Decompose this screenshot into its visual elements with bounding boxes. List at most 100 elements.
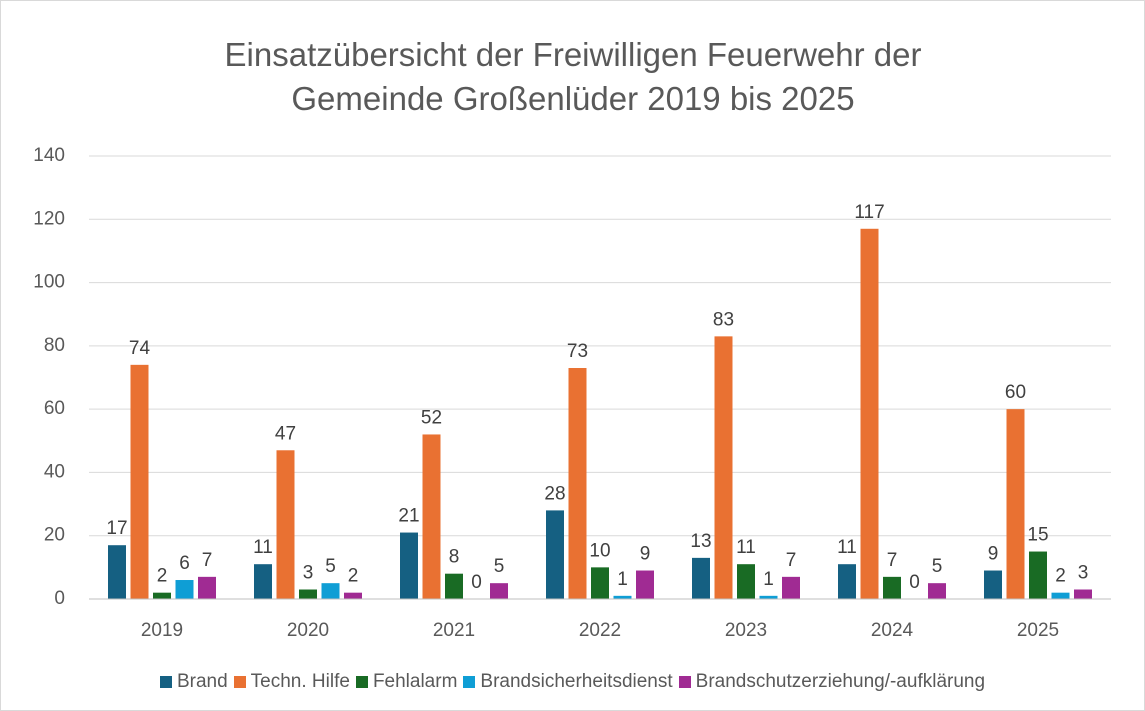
y-tick-label: 40 — [44, 461, 65, 482]
data-label: 47 — [275, 423, 296, 444]
y-tick-label: 0 — [54, 588, 65, 609]
data-label: 13 — [690, 531, 711, 552]
bar — [984, 570, 1002, 599]
legend-label: Fehlalarm — [372, 671, 458, 692]
bar — [276, 450, 295, 599]
legend-label: Brandsicherheitsdienst — [480, 671, 673, 692]
legend-label: Techn. Hilfe — [250, 671, 350, 692]
data-label: 9 — [988, 544, 999, 565]
x-tick-label: 2024 — [871, 620, 914, 641]
data-label: 74 — [129, 338, 151, 359]
bar — [838, 564, 856, 599]
data-label: 1 — [763, 569, 774, 590]
data-label: 2 — [348, 566, 359, 587]
bar — [692, 557, 710, 599]
data-label: 17 — [106, 518, 127, 539]
bar — [130, 364, 149, 599]
bar — [254, 564, 272, 599]
y-tick-label: 80 — [44, 335, 65, 356]
legend-swatch — [355, 676, 368, 688]
legend-swatch — [678, 676, 691, 688]
data-label: 60 — [1005, 382, 1026, 403]
bar — [175, 580, 194, 599]
legend-swatch — [159, 676, 172, 688]
bar — [490, 583, 508, 599]
data-label: 11 — [253, 537, 273, 558]
bar — [153, 592, 171, 599]
bar — [714, 336, 733, 599]
data-label: 73 — [567, 341, 588, 362]
data-label: 7 — [786, 550, 797, 571]
bar — [928, 583, 946, 599]
bar — [108, 545, 126, 599]
legend: Brand Techn. Hilfe Fehlalarm Brandsicherhei… — [1, 671, 1144, 693]
y-tick-label: 100 — [33, 272, 65, 293]
bar — [546, 510, 564, 599]
legend-item: Techn. Hilfe — [233, 671, 350, 693]
data-label: 5 — [932, 556, 943, 577]
bar — [321, 583, 340, 599]
data-label: 9 — [640, 544, 651, 565]
legend-swatch — [233, 676, 246, 688]
bar — [299, 589, 317, 599]
bar — [400, 532, 418, 599]
x-tick-label: 2021 — [433, 620, 475, 641]
bar — [344, 592, 362, 599]
bar — [883, 576, 901, 599]
bar — [1029, 551, 1047, 599]
legend-item: Brandsicherheitsdienst — [463, 671, 673, 693]
data-label: 8 — [449, 547, 460, 568]
x-tick-label: 2022 — [579, 620, 621, 641]
bar — [613, 595, 632, 599]
data-label: 11 — [736, 537, 756, 558]
data-label: 2 — [157, 566, 168, 587]
legend-item: Fehlalarm — [355, 671, 458, 693]
bar — [636, 570, 654, 599]
y-tick-label: 20 — [44, 525, 65, 546]
data-label: 2 — [1055, 566, 1066, 587]
x-tick-label: 2020 — [287, 620, 329, 641]
legend-item: Brand — [159, 671, 228, 693]
data-label: 83 — [713, 309, 734, 330]
bar — [445, 573, 463, 599]
x-tick-label: 2025 — [1017, 620, 1059, 641]
bar — [759, 595, 778, 599]
data-label: 0 — [471, 572, 482, 593]
data-label: 28 — [544, 483, 565, 504]
bar — [860, 228, 879, 599]
legend-label: Brand — [176, 671, 228, 692]
bar — [1006, 409, 1025, 599]
data-label: 117 — [854, 202, 884, 223]
data-label: 52 — [421, 407, 442, 428]
data-label: 15 — [1027, 525, 1048, 546]
bar — [568, 368, 587, 599]
data-label: 6 — [179, 553, 190, 574]
bar — [422, 434, 441, 599]
bar — [198, 576, 216, 599]
legend-swatch — [463, 676, 476, 688]
data-label: 3 — [1078, 563, 1089, 584]
y-tick-label: 140 — [33, 145, 65, 166]
data-label: 1 — [617, 569, 628, 590]
bar — [1051, 592, 1070, 599]
legend-label: Brandschutzerziehung/-aufklärung — [695, 671, 986, 692]
data-label: 11 — [837, 537, 857, 558]
bar — [1074, 589, 1092, 599]
data-label: 7 — [202, 550, 213, 571]
data-label: 5 — [494, 556, 505, 577]
bar — [591, 567, 609, 599]
x-tick-label: 2019 — [141, 620, 183, 641]
data-label: 21 — [398, 506, 419, 527]
y-tick-label: 120 — [33, 208, 65, 229]
data-label: 0 — [909, 572, 920, 593]
x-tick-label: 2023 — [725, 620, 767, 641]
data-label: 5 — [325, 556, 336, 577]
bar — [782, 576, 800, 599]
data-label: 7 — [887, 550, 898, 571]
y-tick-label: 60 — [44, 398, 65, 419]
chart-title: Einsatzübersicht der Freiwilligen Feuerw… — [224, 36, 922, 117]
legend-item: Brandschutzerziehung/-aufklärung — [678, 671, 986, 693]
bar — [737, 564, 755, 599]
